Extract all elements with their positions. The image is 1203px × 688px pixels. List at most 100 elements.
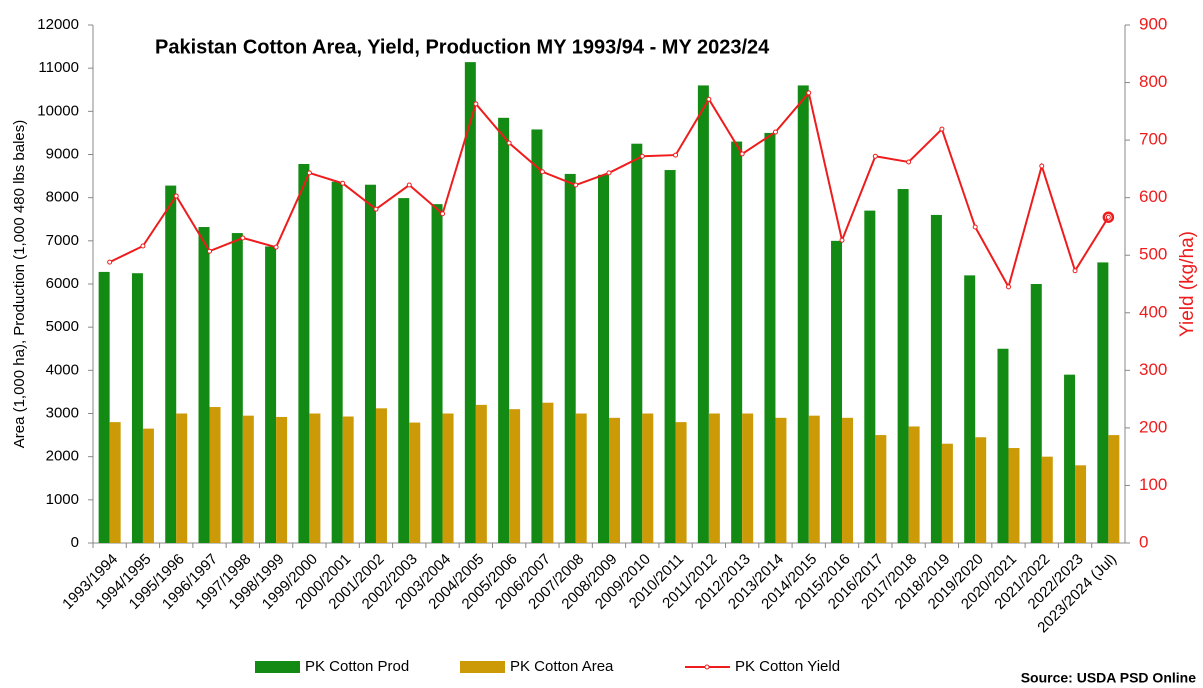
bar [642, 413, 654, 543]
yield-point [440, 211, 446, 217]
bar [875, 435, 887, 543]
yield-point [207, 248, 213, 254]
bar [575, 413, 587, 543]
legend-label: PK Cotton Prod [305, 658, 409, 675]
bar [808, 415, 820, 543]
bar [1108, 435, 1120, 543]
y-tick-label: 11000 [38, 59, 79, 76]
yield-point [1005, 284, 1011, 290]
last-point-highlight [1102, 211, 1115, 223]
y2-axis-title: Yield (kg/ha) [1177, 231, 1198, 337]
bar [342, 416, 354, 543]
bar [797, 85, 809, 543]
y2-tick-label: 500 [1139, 245, 1167, 264]
yield-point [1039, 163, 1045, 169]
bar [331, 181, 343, 543]
bar [231, 233, 243, 543]
y-tick-label: 2000 [46, 448, 79, 465]
y2-tick-label: 400 [1139, 302, 1167, 321]
bar [864, 210, 876, 543]
yield-point [906, 159, 912, 165]
yield-point [806, 90, 812, 96]
bar [1008, 448, 1020, 543]
bar [897, 189, 909, 544]
bar [708, 413, 720, 543]
y2-tick-label: 900 [1139, 14, 1167, 33]
legend-label: PK Cotton Area [510, 658, 614, 675]
bar [298, 163, 310, 543]
bar [1075, 465, 1087, 543]
bar [531, 129, 543, 544]
yield-point [273, 244, 279, 250]
y2-tick-label: 600 [1139, 187, 1167, 206]
bar [464, 62, 476, 544]
y-tick-label: 8000 [46, 189, 79, 206]
bar [1030, 284, 1042, 543]
source: Source: USDA PSD Online [1021, 670, 1197, 686]
yield-point [173, 193, 179, 199]
bar [142, 428, 154, 543]
bar [941, 443, 953, 543]
legend-label: PK Cotton Yield [735, 658, 840, 675]
y-tick-label: 9000 [46, 145, 79, 162]
yield-point [739, 151, 745, 157]
yield-point [1072, 268, 1078, 274]
bar [442, 413, 454, 543]
yield-point [706, 96, 712, 102]
bar [731, 141, 743, 544]
bar [542, 402, 554, 543]
y2-tick-label: 0 [1139, 532, 1148, 551]
bar [364, 184, 376, 543]
yield-point [373, 206, 379, 212]
bar [431, 204, 443, 543]
legend-swatch [460, 661, 505, 673]
bar [742, 413, 754, 543]
y-axis-title: Area (1,000 ha), Production (1,000 480 l… [11, 120, 28, 449]
yield-point [972, 224, 978, 230]
bar [176, 413, 188, 543]
bar [409, 422, 421, 543]
bar [209, 407, 221, 543]
legend-swatch [255, 661, 300, 673]
bar [475, 404, 487, 543]
y-tick-label: 7000 [46, 232, 79, 249]
yield-point [673, 152, 679, 158]
y2-tick-label: 200 [1139, 417, 1167, 436]
bar [842, 417, 854, 543]
yield-point [506, 140, 512, 146]
yield-point [772, 129, 778, 135]
y-tick-label: 5000 [46, 318, 79, 335]
chart-title: Pakistan Cotton Area, Yield, Production … [155, 36, 770, 58]
bar [375, 408, 387, 543]
bar [664, 170, 676, 544]
bar [1041, 456, 1053, 543]
bar [631, 143, 643, 544]
bar [598, 174, 609, 543]
yield-point [107, 259, 113, 265]
yield-point [240, 235, 246, 241]
bar [609, 417, 620, 543]
yield-point [473, 101, 479, 107]
yield-point [539, 169, 545, 175]
yield-point [606, 170, 612, 176]
bar [109, 422, 121, 543]
y2-tick-label: 800 [1139, 72, 1167, 91]
yield-point [306, 170, 312, 176]
bar [908, 426, 920, 543]
y2-tick-label: 100 [1139, 475, 1167, 494]
bar [975, 437, 987, 543]
y-tick-label: 12000 [37, 16, 79, 33]
bar [98, 271, 110, 543]
bar [276, 416, 288, 543]
bar [242, 415, 254, 543]
yield-point [573, 182, 579, 188]
bar [997, 348, 1009, 543]
bar [1064, 374, 1076, 543]
bar [675, 422, 687, 543]
bar [775, 417, 787, 543]
legend-marker [704, 664, 710, 670]
yield-point [939, 126, 945, 132]
bar [198, 227, 210, 543]
yield-point [839, 237, 845, 243]
